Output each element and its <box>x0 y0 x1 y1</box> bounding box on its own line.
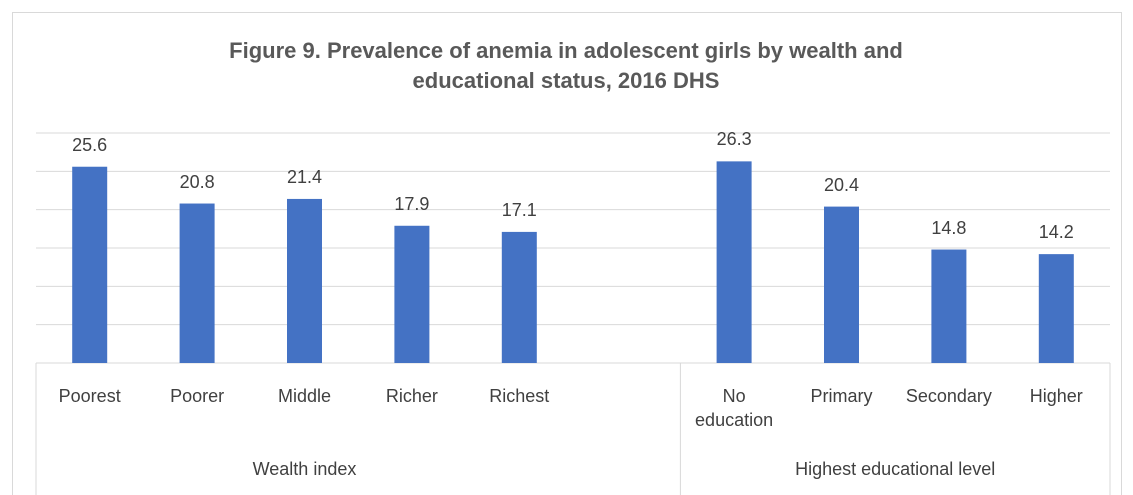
x-tick-label: Poorer <box>170 386 225 406</box>
value-label: 14.8 <box>931 217 967 238</box>
group-label: Wealth index <box>252 459 357 479</box>
value-label: 17.1 <box>501 199 537 220</box>
bar <box>824 206 859 363</box>
bar <box>501 231 537 363</box>
value-label: 20.4 <box>823 174 860 195</box>
chart-title: Figure 9. Prevalence of anemia in adoles… <box>229 38 903 93</box>
x-tick-label: Higher <box>1029 386 1083 406</box>
value-label: 25.6 <box>72 134 108 155</box>
chart-border <box>12 12 1122 495</box>
value-label: 26.3 <box>716 129 752 150</box>
x-tick-label: Secondary <box>905 386 992 406</box>
value-label: 17.9 <box>394 193 430 214</box>
value-label: 21.4 <box>286 166 323 187</box>
bar <box>394 225 430 363</box>
bar <box>179 203 215 363</box>
bar <box>72 166 108 363</box>
x-tick-label: Middle <box>277 386 332 406</box>
bar <box>931 249 967 363</box>
x-tick-label: No education <box>695 386 774 430</box>
x-tick-label: Richer <box>385 386 438 406</box>
x-tick-label: Richest <box>489 386 550 406</box>
x-tick-label: Primary <box>810 386 873 406</box>
bar <box>1038 254 1074 363</box>
bar <box>716 161 752 363</box>
x-tick-label: Poorest <box>58 386 121 406</box>
value-label: 14.2 <box>1038 222 1074 243</box>
value-label: 20.8 <box>179 171 215 192</box>
bar <box>287 198 322 363</box>
group-label: Highest educational level <box>795 459 996 479</box>
